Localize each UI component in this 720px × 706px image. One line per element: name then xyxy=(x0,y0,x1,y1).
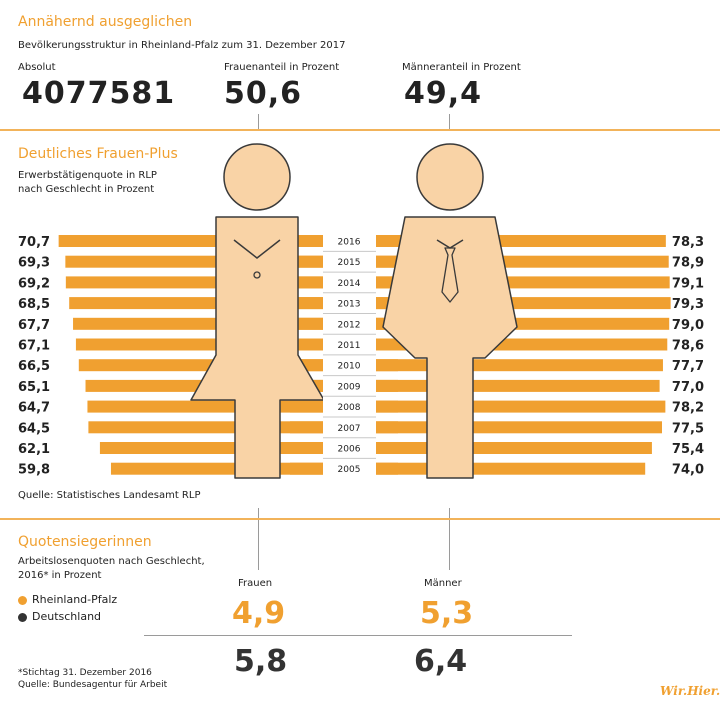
section3-source: Quelle: Bundesagentur für Arbeit xyxy=(18,680,168,690)
legend-de-label: Deutschland xyxy=(32,610,102,623)
value-men-2014: 79,1 xyxy=(672,276,704,291)
man-tie-icon xyxy=(441,247,459,303)
value-women-2005: 59,8 xyxy=(18,463,50,478)
value-men-2008: 78,2 xyxy=(672,401,704,416)
rlp-men-value: 5,3 xyxy=(420,596,474,631)
absolute-value: 4077581 xyxy=(22,76,176,111)
value-women-2012: 67,7 xyxy=(18,318,50,333)
connector-men-bottom xyxy=(449,508,450,570)
year-label-2006: 2006 xyxy=(338,445,361,455)
years-layer: 2016 70,7 78,3 2015 69,3 78,9 2014 69,2 79,1 2013… xyxy=(18,231,704,484)
rlp-women-value: 4,9 xyxy=(232,596,286,631)
man-body-icon xyxy=(382,216,518,479)
section1-subtitle: Bevölkerungsstruktur in Rheinland-Pfalz … xyxy=(18,40,346,51)
footnote: *Stichtag 31. Dezember 2016 xyxy=(18,668,152,678)
year-label-2009: 2009 xyxy=(338,382,361,392)
figures-layer xyxy=(190,143,518,479)
values-divider xyxy=(144,635,572,636)
year-label-2015: 2015 xyxy=(338,258,361,268)
brand-logo: Wir.Hier. xyxy=(660,684,720,698)
section3-subtitle-2: 2016* in Prozent xyxy=(18,570,102,581)
value-men-2010: 77,7 xyxy=(672,359,704,374)
value-men-2007: 77,5 xyxy=(672,421,704,436)
connector-women-bottom xyxy=(258,508,259,570)
value-women-2015: 69,3 xyxy=(18,256,50,271)
connector-women-top xyxy=(258,114,259,130)
value-women-2014: 69,2 xyxy=(18,276,50,291)
bar-men-2008 xyxy=(290,400,666,413)
woman-head-icon xyxy=(223,143,291,211)
value-men-2006: 75,4 xyxy=(672,442,704,457)
men-share-label: Männeranteil in Prozent xyxy=(402,62,521,73)
value-men-2013: 79,3 xyxy=(672,297,704,312)
value-women-2009: 65,1 xyxy=(18,380,50,395)
section2-subtitle-1: Erwerbstätigenquote in RLP xyxy=(18,170,157,181)
value-men-2005: 74,0 xyxy=(672,463,704,478)
women-share-label: Frauenanteil in Prozent xyxy=(224,62,340,73)
value-women-2011: 67,1 xyxy=(18,339,50,354)
section2-subtitle-2: nach Geschlecht in Prozent xyxy=(18,184,155,195)
section3-subtitle-1: Arbeitslosenquoten nach Geschlecht, xyxy=(18,556,205,567)
year-label-2011: 2011 xyxy=(338,341,361,351)
legend-rlp-label: Rheinland-Pfalz xyxy=(32,593,118,606)
de-women-value: 5,8 xyxy=(234,644,288,679)
bar-men-2010 xyxy=(290,359,663,372)
year-label-2005: 2005 xyxy=(338,465,361,475)
year-label-2014: 2014 xyxy=(338,279,361,289)
value-men-2015: 78,9 xyxy=(672,256,704,271)
value-men-2012: 79,0 xyxy=(672,318,704,333)
divider-1 xyxy=(0,129,720,131)
legend-de-dot xyxy=(18,613,27,622)
value-women-2008: 64,7 xyxy=(18,401,50,416)
col-women-label: Frauen xyxy=(238,578,273,589)
year-label-2012: 2012 xyxy=(338,320,361,330)
de-men-value: 6,4 xyxy=(414,644,468,679)
col-men-label: Männer xyxy=(424,578,462,589)
bar-men-2009 xyxy=(290,379,660,392)
year-label-2010: 2010 xyxy=(338,362,361,372)
value-women-2006: 62,1 xyxy=(18,442,50,457)
section2-title: Deutliches Frauen-Plus xyxy=(18,146,178,162)
woman-body-icon xyxy=(190,216,325,479)
value-men-2016: 78,3 xyxy=(672,235,704,250)
value-women-2016: 70,7 xyxy=(18,235,50,250)
value-women-2013: 68,5 xyxy=(18,297,50,312)
connector-men-top xyxy=(449,114,450,130)
section3-title: Quotensiegerinnen xyxy=(18,534,152,550)
man-head-icon xyxy=(416,143,484,211)
year-label-2016: 2016 xyxy=(338,238,361,248)
absolute-label: Absolut xyxy=(18,62,56,73)
year-label-2013: 2013 xyxy=(338,300,361,310)
woman-collar-icon xyxy=(233,239,281,259)
bar-men-2007 xyxy=(290,421,662,434)
value-women-2010: 66,5 xyxy=(18,359,50,374)
year-band xyxy=(323,231,376,484)
women-share-value: 50,6 xyxy=(224,76,303,111)
men-share-value: 49,4 xyxy=(404,76,483,111)
divider-2 xyxy=(0,518,720,520)
value-men-2011: 78,6 xyxy=(672,339,704,354)
legend-rlp-dot xyxy=(18,596,27,605)
year-label-2008: 2008 xyxy=(338,403,361,413)
value-men-2009: 77,0 xyxy=(672,380,704,395)
year-label-2007: 2007 xyxy=(338,424,361,434)
woman-brooch-icon xyxy=(253,271,261,279)
section2-source: Quelle: Statistisches Landesamt RLP xyxy=(18,490,201,501)
section1-title: Annähernd ausgeglichen xyxy=(18,14,193,30)
value-women-2007: 64,5 xyxy=(18,421,50,436)
